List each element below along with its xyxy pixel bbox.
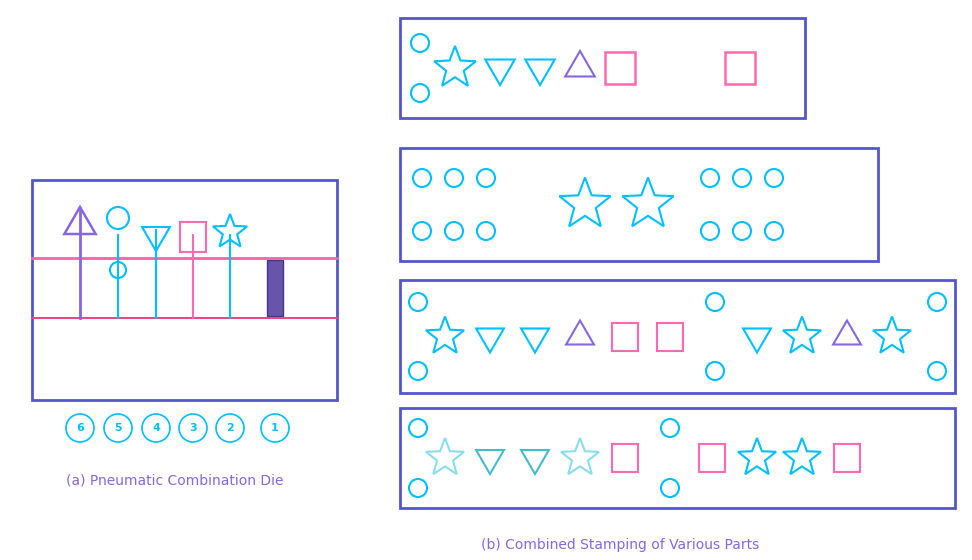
Text: 3: 3 (190, 423, 196, 433)
Bar (180, 222, 206, 252)
Text: (b) Combined Stamping of Various Parts: (b) Combined Stamping of Various Parts (481, 538, 759, 552)
Text: (a) Pneumatic Combination Die: (a) Pneumatic Combination Die (66, 473, 284, 487)
Bar (834, 444, 860, 472)
Bar (400, 148, 878, 261)
Text: 2: 2 (226, 423, 234, 433)
Bar (725, 52, 755, 84)
Bar (400, 280, 955, 393)
Bar (612, 444, 638, 472)
Circle shape (142, 414, 170, 442)
Circle shape (179, 414, 207, 442)
Bar (699, 444, 725, 472)
Bar (32, 180, 337, 400)
Bar (605, 52, 635, 84)
Text: 1: 1 (271, 423, 279, 433)
Circle shape (216, 414, 244, 442)
Circle shape (104, 414, 132, 442)
Bar (400, 408, 955, 508)
Circle shape (66, 414, 94, 442)
Circle shape (261, 414, 289, 442)
Bar (657, 323, 683, 351)
Text: 6: 6 (76, 423, 84, 433)
Bar (612, 323, 638, 351)
Bar (400, 18, 805, 118)
Text: 4: 4 (152, 423, 160, 433)
Bar (267, 260, 283, 316)
Text: 5: 5 (114, 423, 122, 433)
